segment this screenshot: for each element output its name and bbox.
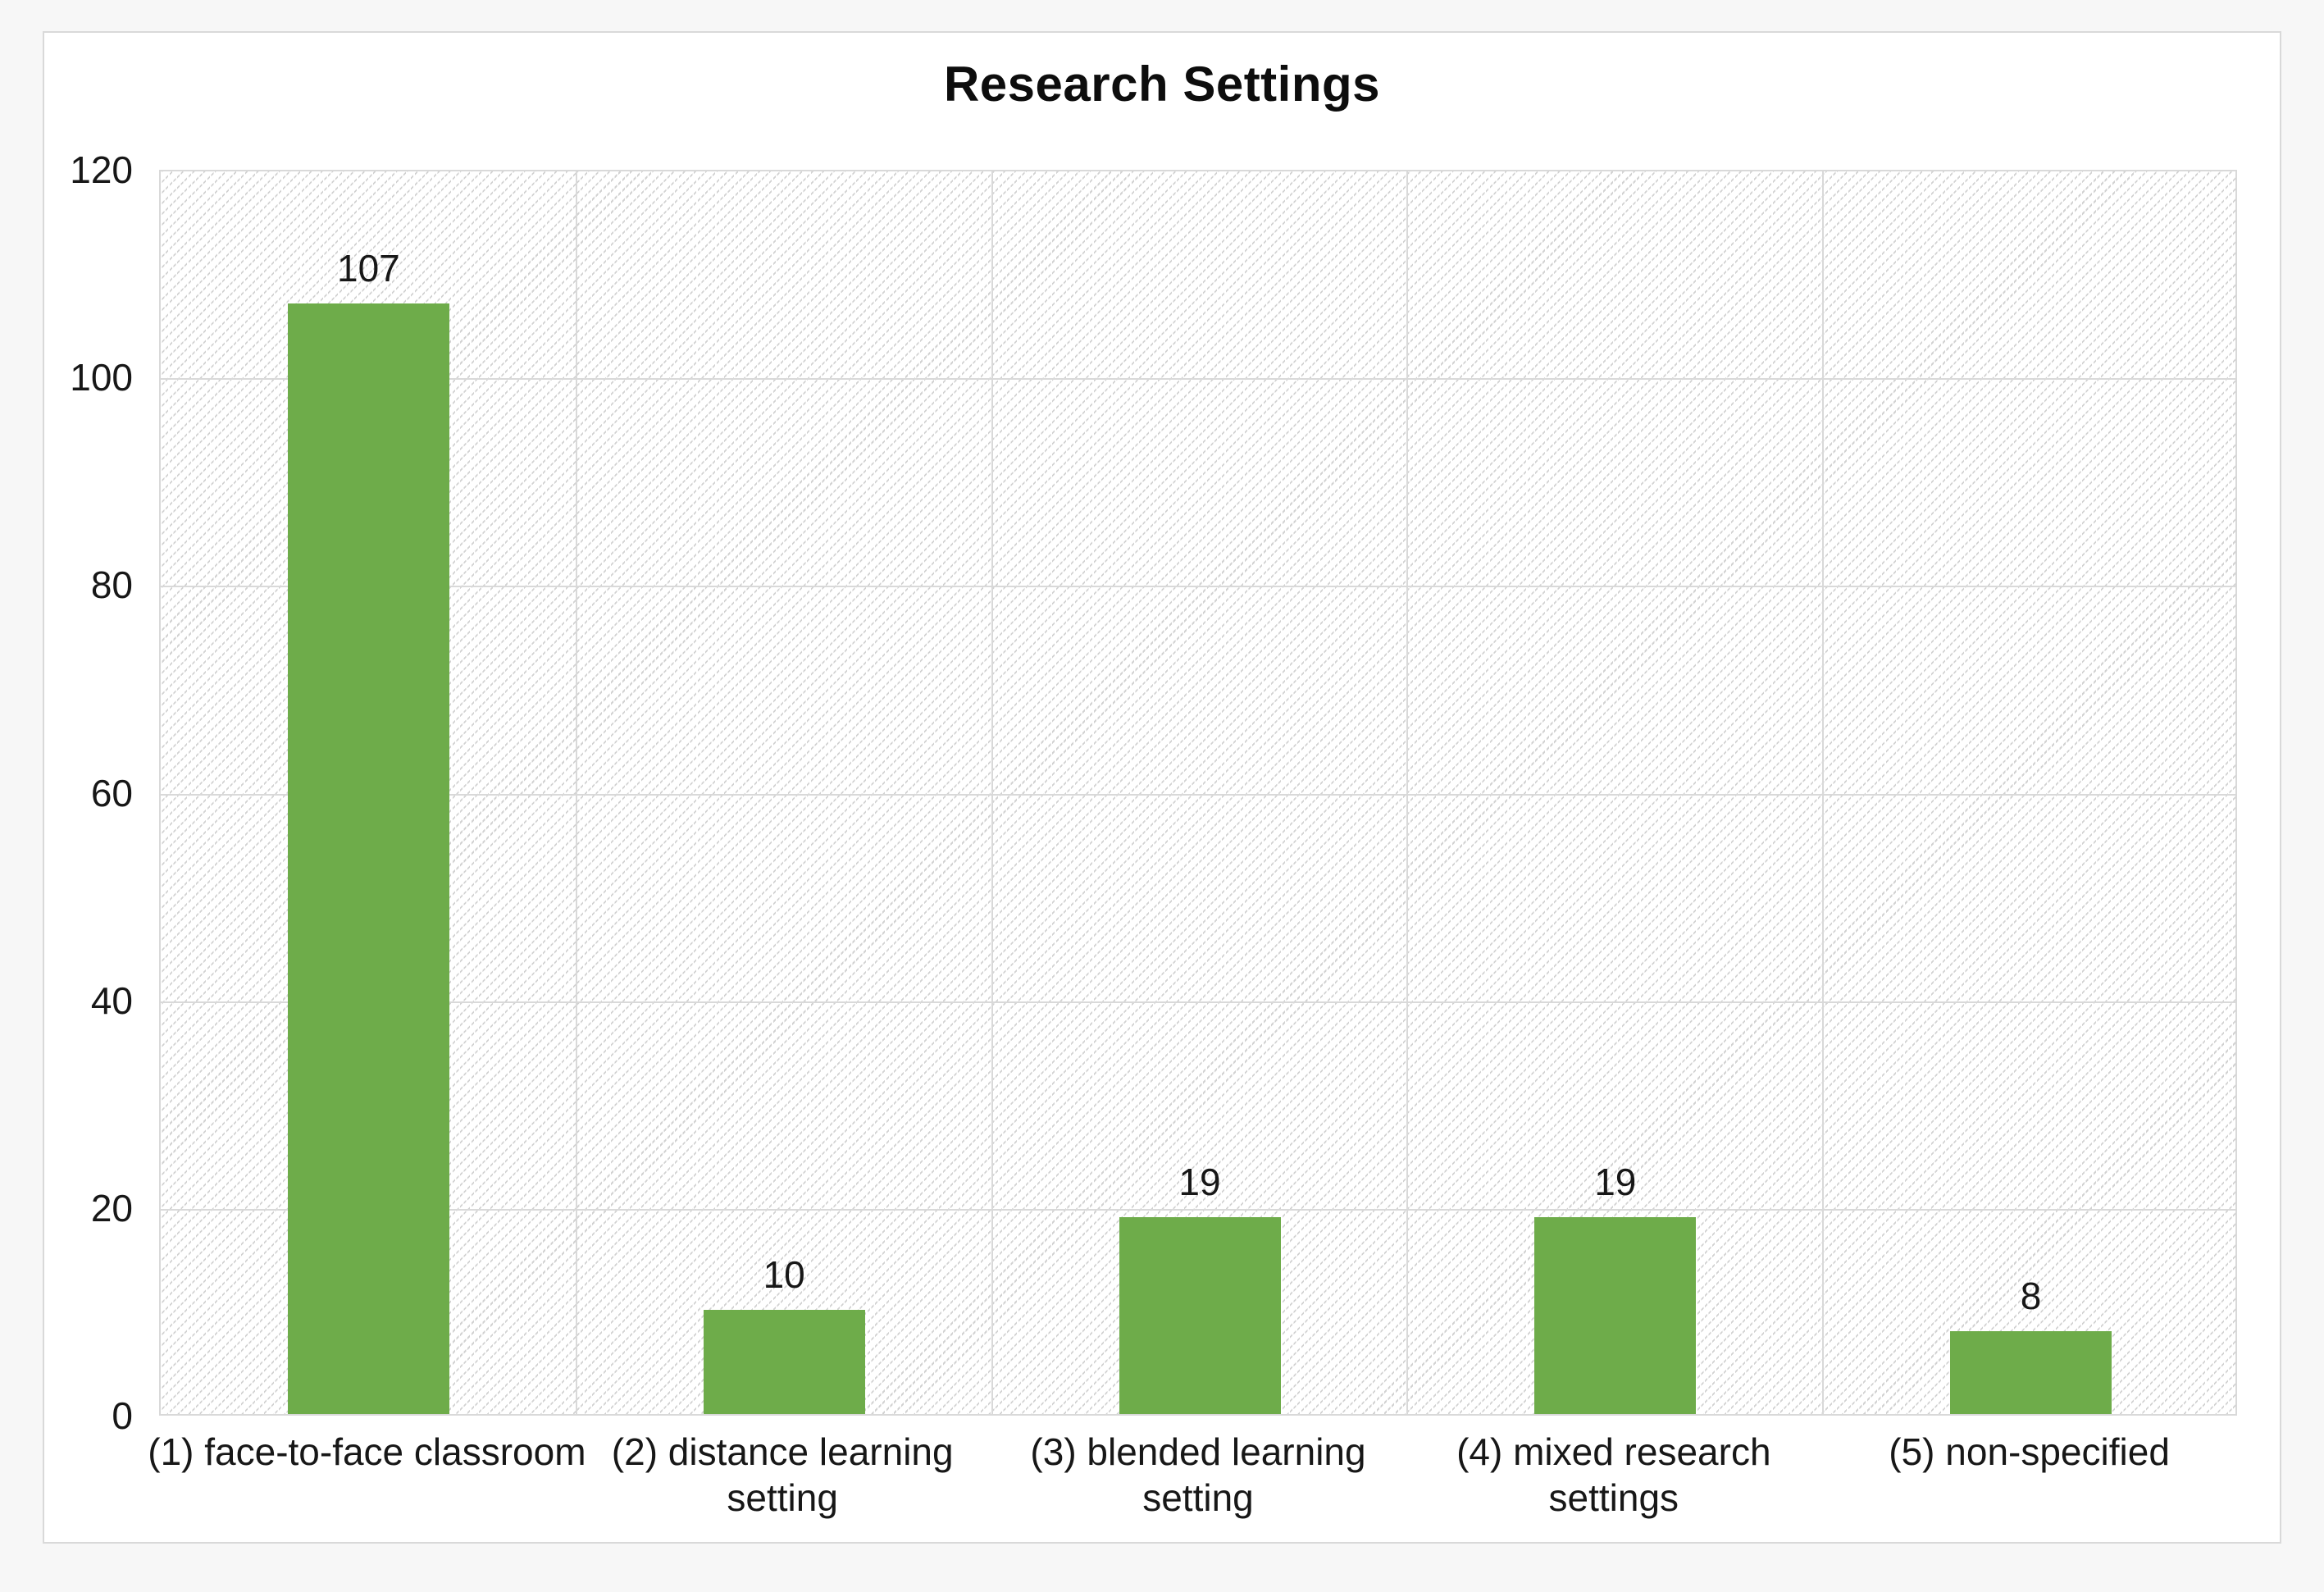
y-tick-label: 100 — [70, 356, 133, 399]
gridline-horizontal — [161, 1208, 2235, 1211]
y-tick-label: 20 — [90, 1186, 133, 1229]
y-tick-label: 120 — [70, 148, 133, 191]
bar-value-label: 107 — [337, 246, 400, 290]
x-tick-label: (1) face-to-face classroom — [148, 1430, 586, 1473]
gridline-vertical — [1406, 171, 1409, 1414]
gridline-horizontal — [161, 793, 2235, 796]
bar-value-label: 10 — [763, 1253, 805, 1297]
x-tick-label: (4) mixed research settings — [1456, 1430, 1771, 1520]
gridline-vertical — [991, 171, 993, 1414]
plot-area: 107 10 19 19 8 — [159, 170, 2237, 1416]
x-axis-labels: (1) face-to-face classroom (2) distance l… — [148, 1429, 2237, 1535]
gridline-horizontal — [161, 378, 2235, 381]
gridline-vertical — [1822, 171, 1825, 1414]
bar-value-label: 19 — [1178, 1160, 1221, 1203]
bar — [1534, 1216, 1697, 1414]
bar-value-label: 19 — [1594, 1160, 1637, 1203]
bar — [287, 303, 449, 1414]
y-tick-label: 80 — [90, 563, 133, 607]
gridline-vertical — [575, 171, 577, 1414]
y-tick-label: 40 — [90, 978, 133, 1022]
y-tick-label: 60 — [90, 771, 133, 814]
gridline-horizontal — [161, 1001, 2235, 1003]
x-tick-label: (3) blended learning setting — [1030, 1430, 1366, 1520]
gridline-horizontal — [161, 586, 2235, 588]
y-tick-label: 0 — [112, 1394, 133, 1437]
bar — [1119, 1216, 1281, 1414]
chart-frame: Research Settings 107 10 19 19 8 0 20 40 60 80 10… — [43, 31, 2281, 1544]
bar-value-label: 8 — [2020, 1274, 2042, 1317]
x-tick-label: (5) non-specified — [1889, 1430, 2170, 1473]
chart-title: Research Settings — [943, 57, 1381, 112]
x-tick-label: (2) distance learning setting — [611, 1430, 954, 1520]
bar — [703, 1310, 865, 1414]
y-axis-labels: 0 20 40 60 80 100 120 — [44, 148, 133, 1437]
bar — [1950, 1330, 2112, 1414]
